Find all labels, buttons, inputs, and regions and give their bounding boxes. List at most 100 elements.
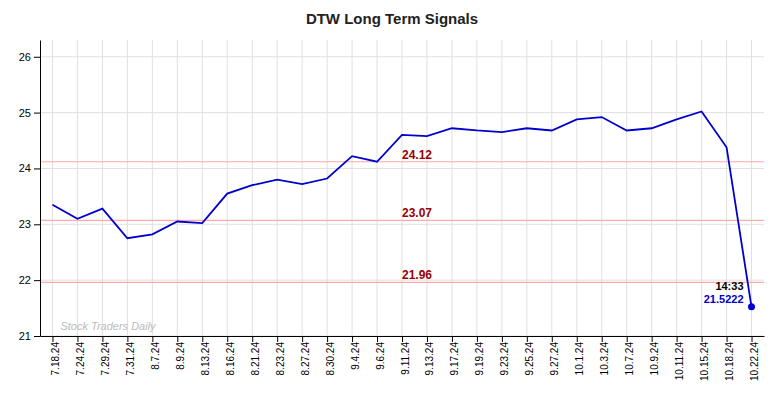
x-tick-mark bbox=[577, 336, 578, 342]
x-tick-mark bbox=[227, 336, 228, 342]
x-tick-mark bbox=[502, 336, 503, 342]
x-tick-label: 9.17.24 bbox=[449, 342, 460, 376]
x-tick-mark bbox=[727, 336, 728, 342]
x-tick: 7.18.24 bbox=[50, 336, 61, 375]
chart: 7.18.247.24.247.29.247.31.248.7.248.9.24… bbox=[0, 0, 784, 398]
x-tick: 10.1.24 bbox=[574, 336, 585, 375]
grid-line-x bbox=[551, 40, 552, 336]
x-tick-mark bbox=[652, 336, 653, 342]
x-tick-mark bbox=[527, 336, 528, 342]
grid-line-x bbox=[402, 40, 403, 336]
y-tick-mark bbox=[34, 336, 40, 337]
x-tick-mark bbox=[402, 336, 403, 342]
y-tick: 26 bbox=[19, 51, 40, 63]
x-tick: 8.7.24 bbox=[150, 336, 161, 370]
y-tick-label: 22 bbox=[19, 274, 31, 286]
x-tick: 9.19.24 bbox=[474, 336, 485, 375]
x-tick-mark bbox=[77, 336, 78, 342]
x-tick-label: 10.11.24 bbox=[674, 342, 685, 381]
x-tick-mark bbox=[677, 336, 678, 342]
grid-line-x bbox=[751, 40, 752, 336]
x-tick-mark bbox=[752, 336, 753, 342]
marks bbox=[40, 111, 764, 310]
y-tick-mark bbox=[34, 57, 40, 58]
grid-line-x bbox=[102, 40, 103, 336]
grid-line-x bbox=[526, 40, 527, 336]
grid bbox=[40, 40, 764, 336]
grid-line-x bbox=[202, 40, 203, 336]
x-tick-label: 10.9.24 bbox=[649, 342, 660, 376]
grid-line-x bbox=[77, 40, 78, 336]
x-tick-mark bbox=[477, 336, 478, 342]
x-tick: 8.9.24 bbox=[175, 336, 186, 370]
x-tick: 10.22.24 bbox=[749, 336, 760, 381]
grid-line-x bbox=[576, 40, 577, 336]
x-tick-label: 7.31.24 bbox=[125, 342, 136, 376]
x-tick-label: 8.7.24 bbox=[150, 342, 161, 370]
x-tick-label: 9.25.24 bbox=[524, 342, 535, 376]
grid-line-x bbox=[302, 40, 303, 336]
x-tick-mark bbox=[627, 336, 628, 342]
x-tick-label: 9.19.24 bbox=[474, 342, 485, 376]
grid-line-x bbox=[651, 40, 652, 336]
x-tick-label: 7.29.24 bbox=[100, 342, 111, 376]
grid-line-x bbox=[601, 40, 602, 336]
x-tick: 8.23.24 bbox=[275, 336, 286, 375]
x-tick-label: 9.11.24 bbox=[400, 342, 411, 375]
x-tick-mark bbox=[452, 336, 453, 342]
grid-line-x bbox=[626, 40, 627, 336]
x-tick-label: 7.18.24 bbox=[50, 342, 61, 376]
x-tick-mark bbox=[52, 336, 53, 342]
x-tick-label: 10.15.24 bbox=[699, 342, 710, 381]
x-tick: 7.29.24 bbox=[100, 336, 111, 375]
x-tick-label: 10.7.24 bbox=[624, 342, 635, 376]
x-tick: 8.16.24 bbox=[225, 336, 236, 375]
y-tick: 23 bbox=[19, 218, 40, 230]
last-point bbox=[748, 303, 755, 310]
x-tick: 9.17.24 bbox=[449, 336, 460, 375]
x-tick-label: 10.18.24 bbox=[724, 342, 735, 381]
x-tick: 10.3.24 bbox=[599, 336, 610, 375]
y-tick-mark bbox=[34, 168, 40, 169]
x-tick-label: 10.1.24 bbox=[574, 342, 585, 376]
x-tick: 10.11.24 bbox=[674, 336, 685, 380]
grid-line-x bbox=[476, 40, 477, 336]
reference-line-label: 21.96 bbox=[402, 268, 432, 282]
x-tick-label: 9.23.24 bbox=[499, 342, 510, 376]
x-tick-label: 10.22.24 bbox=[749, 342, 760, 381]
x-tick-mark bbox=[252, 336, 253, 342]
x-tick-mark bbox=[127, 336, 128, 342]
x-tick: 10.15.24 bbox=[699, 336, 710, 381]
y-tick-label: 21 bbox=[19, 330, 31, 342]
grid-line-x bbox=[127, 40, 128, 336]
grid-line-x bbox=[501, 40, 502, 336]
reference-line-label: 23.07 bbox=[402, 206, 432, 220]
x-tick-mark bbox=[552, 336, 553, 342]
x-tick-label: 8.21.24 bbox=[250, 342, 261, 376]
x-tick-mark bbox=[277, 336, 278, 342]
x-tick-label: 8.23.24 bbox=[275, 342, 286, 376]
grid-line-x bbox=[227, 40, 228, 336]
x-tick-label: 8.16.24 bbox=[225, 342, 236, 376]
x-tick-mark bbox=[152, 336, 153, 342]
x-tick: 9.27.24 bbox=[549, 336, 560, 375]
x-tick-mark bbox=[177, 336, 178, 342]
grid-line-x bbox=[377, 40, 378, 336]
x-tick-label: 8.9.24 bbox=[175, 342, 186, 370]
x-tick: 10.9.24 bbox=[649, 336, 660, 375]
x-tick-mark bbox=[102, 336, 103, 342]
reference-line-label: 24.12 bbox=[402, 148, 432, 162]
grid-line-x bbox=[701, 40, 702, 336]
x-tick-label: 10.3.24 bbox=[599, 342, 610, 376]
y-tick: 24 bbox=[19, 162, 40, 174]
last-point-label: 21.5222 bbox=[704, 293, 744, 305]
grid-line-x bbox=[352, 40, 353, 336]
x-tick-label: 9.27.24 bbox=[549, 342, 560, 376]
grid-line-x bbox=[426, 40, 427, 336]
x-tick-mark bbox=[427, 336, 428, 342]
grid-line-x bbox=[277, 40, 278, 336]
x-tick-label: 9.13.24 bbox=[424, 342, 435, 376]
y-tick-label: 25 bbox=[19, 107, 31, 119]
x-tick-label: 8.13.24 bbox=[200, 342, 211, 376]
y-tick-mark bbox=[34, 113, 40, 114]
